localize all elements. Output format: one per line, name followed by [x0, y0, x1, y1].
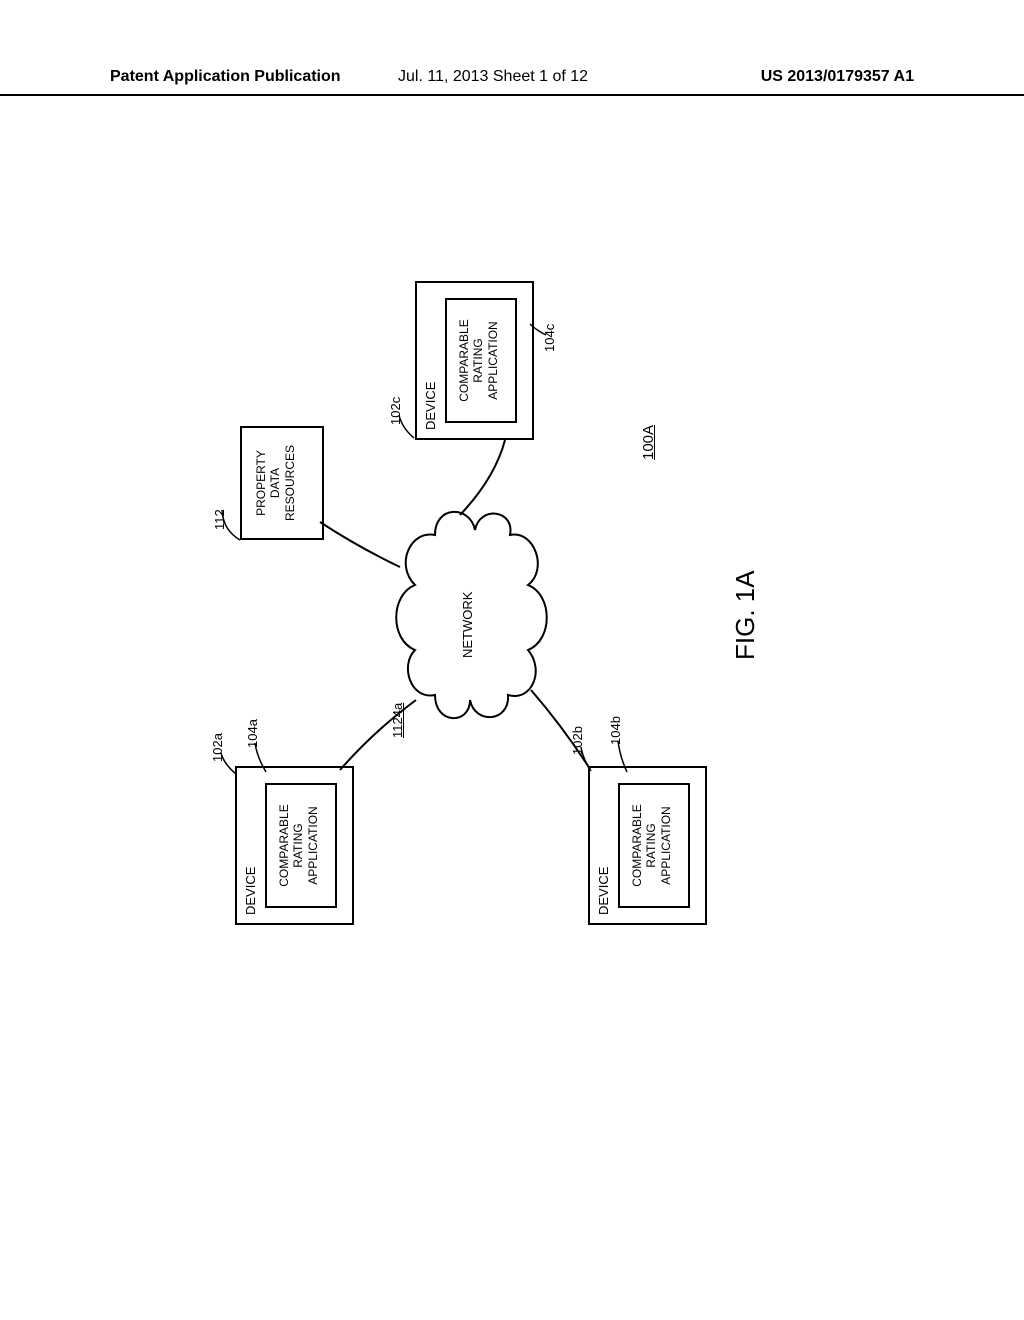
- connector-a-cloud: [338, 692, 423, 772]
- device-b-app-box: COMPARABLE RATING APPLICATION: [618, 783, 690, 908]
- device-a-box: DEVICE COMPARABLE RATING APPLICATION: [235, 766, 354, 925]
- device-b-box: DEVICE COMPARABLE RATING APPLICATION: [588, 766, 707, 925]
- property-data-leader: [218, 505, 243, 545]
- header-publication-number: US 2013/0179357 A1: [761, 68, 914, 86]
- connector-c-cloud: [450, 436, 510, 518]
- network-label: NETWORK: [460, 592, 475, 658]
- device-b-app-leader: [615, 737, 631, 775]
- figure-caption: FIG. 1A: [730, 570, 761, 660]
- page-header: Patent Application Publication Jul. 11, …: [0, 68, 1024, 96]
- device-b-app-label: COMPARABLE RATING APPLICATION: [630, 785, 673, 906]
- device-a-leader: [218, 748, 240, 778]
- device-c-label: DEVICE: [423, 382, 438, 430]
- figure-area: NETWORK 1124a PROPERTY DATA RESOURCES 11…: [110, 310, 830, 970]
- property-data-label: PROPERTY DATA RESOURCES: [254, 428, 297, 538]
- device-b-label: DEVICE: [596, 867, 611, 915]
- header-publication-type: Patent Application Publication: [110, 68, 341, 86]
- connector-property-cloud: [318, 512, 408, 572]
- system-ref: 100A: [640, 425, 657, 460]
- device-a-app-leader: [252, 740, 270, 775]
- header-date-sheet: Jul. 11, 2013 Sheet 1 of 12: [398, 68, 588, 86]
- property-data-box: PROPERTY DATA RESOURCES: [240, 426, 324, 540]
- device-a-app-box: COMPARABLE RATING APPLICATION: [265, 783, 337, 908]
- page: Patent Application Publication Jul. 11, …: [0, 0, 1024, 1320]
- device-c-app-box: COMPARABLE RATING APPLICATION: [445, 298, 517, 423]
- device-c-box: DEVICE COMPARABLE RATING APPLICATION: [415, 281, 534, 440]
- device-c-app-leader: [528, 320, 550, 338]
- device-a-app-label: COMPARABLE RATING APPLICATION: [277, 785, 320, 906]
- device-c-app-label: COMPARABLE RATING APPLICATION: [457, 300, 500, 421]
- device-a-label: DEVICE: [243, 867, 258, 915]
- connector-b-cloud: [528, 682, 596, 772]
- device-c-leader: [396, 412, 418, 442]
